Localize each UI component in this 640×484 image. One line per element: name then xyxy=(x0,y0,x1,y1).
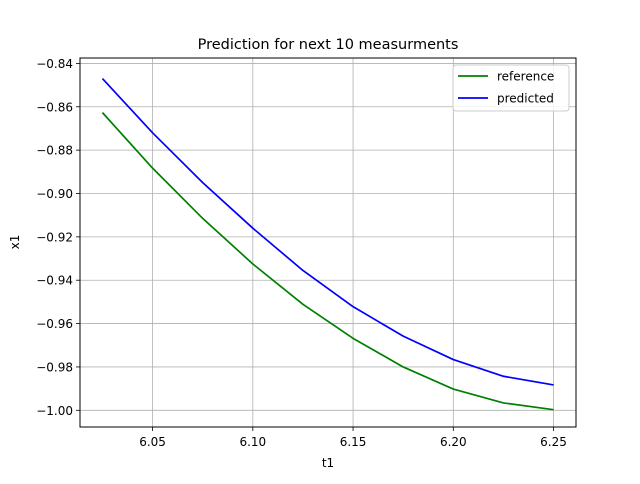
legend-label-reference: reference xyxy=(497,70,554,84)
y-axis-label: x1 xyxy=(8,235,22,250)
series-line-reference xyxy=(101,112,554,411)
plot-area-frame xyxy=(79,57,577,428)
y-tick-label: −1.00 xyxy=(36,404,73,418)
y-tick-label: −0.88 xyxy=(36,144,73,158)
y-tick-label: −0.84 xyxy=(36,57,73,71)
x-tick-label: 6.20 xyxy=(440,435,467,449)
x-tick-label: 6.05 xyxy=(139,435,166,449)
legend-label-predicted: predicted xyxy=(497,92,554,106)
y-tick-label: −0.86 xyxy=(36,100,73,114)
y-tick-label: −0.94 xyxy=(36,274,73,288)
series-line-predicted xyxy=(101,78,554,386)
y-tick-label: −0.92 xyxy=(36,230,73,244)
chart-legend: reference predicted xyxy=(452,64,570,112)
x-axis-label: t1 xyxy=(322,456,334,470)
y-tick-label: −0.90 xyxy=(36,187,73,201)
y-axis-ticks: −1.00 −0.98 −0.96 −0.94 −0.92 −0.90 −0.88 −0.86… xyxy=(36,57,80,418)
chart-title: Prediction for next 10 measurments xyxy=(198,37,459,53)
x-axis-ticks: 6.05 6.10 6.15 6.20 6.25 xyxy=(139,427,567,449)
x-tick-label: 6.15 xyxy=(340,435,367,449)
plot-series xyxy=(101,78,554,411)
x-tick-label: 6.10 xyxy=(239,435,266,449)
grid-lines xyxy=(80,58,576,427)
x-tick-label: 6.25 xyxy=(540,435,567,449)
y-tick-label: −0.98 xyxy=(36,360,73,374)
y-tick-label: −0.96 xyxy=(36,317,73,331)
